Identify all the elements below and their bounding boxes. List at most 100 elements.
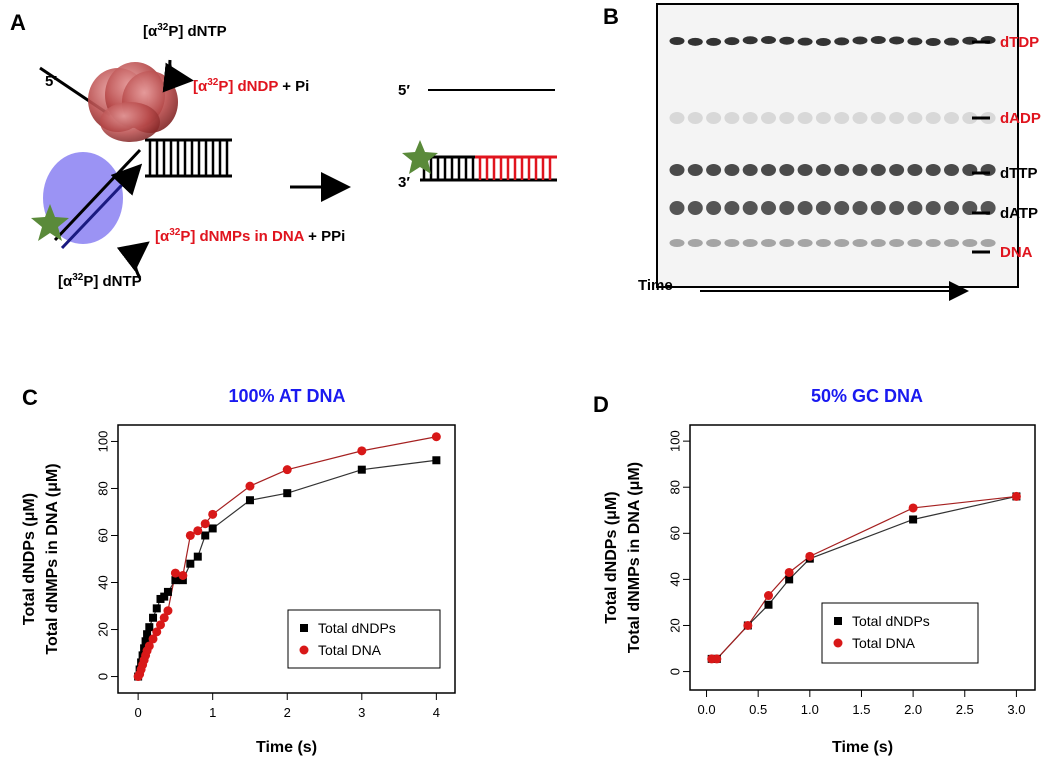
x-tick-label: 3 <box>358 705 365 720</box>
gel-lanes <box>669 36 996 247</box>
panel-letter: B <box>603 4 619 29</box>
point <box>764 591 774 601</box>
product-label: [α32P] dNDP + Pi <box>193 77 309 95</box>
point <box>148 634 158 644</box>
point <box>357 465 366 474</box>
gel-band <box>706 239 722 247</box>
gel-band <box>907 112 923 124</box>
point <box>155 620 165 630</box>
gel-band <box>944 164 959 176</box>
y-axis-label: Total dNMPs in DNA (μM) <box>626 462 643 653</box>
series-line <box>711 495 1017 660</box>
point <box>152 627 162 637</box>
curved-arrow <box>162 59 194 93</box>
legend-label: Total dNDPs <box>318 620 396 636</box>
point <box>805 551 815 561</box>
point <box>144 641 154 651</box>
gel-band <box>944 239 959 247</box>
y-tick-label: 60 <box>667 526 682 540</box>
star <box>31 204 69 241</box>
gel-band <box>870 239 886 247</box>
legend-box <box>821 602 979 664</box>
y-tick-label: 80 <box>667 480 682 494</box>
strand-end: 5′ <box>398 82 410 99</box>
legend-label: Total dNDPs <box>852 613 930 629</box>
gel-band <box>889 239 905 247</box>
point <box>785 575 794 584</box>
gel-band <box>852 239 868 247</box>
gel-band <box>852 36 868 45</box>
gel-band <box>834 201 850 215</box>
band-label: dATP <box>1000 205 1038 222</box>
chart: D 50% GC DNA 0.0 0.5 1.0 1.5 2.0 2.5 3.0 0 20 40 60 8… <box>593 386 1036 756</box>
gel-band <box>724 37 740 46</box>
point <box>141 637 150 646</box>
product-label: [α32P] dNMPs in DNA + PPi <box>155 227 345 245</box>
gel-band <box>962 112 978 124</box>
y-tick-label: 60 <box>95 528 110 542</box>
gel-band <box>870 112 886 124</box>
reagent-label: [α32P] dNTP <box>143 22 227 40</box>
point <box>200 519 210 529</box>
point <box>712 654 722 664</box>
legend-marker <box>833 638 843 648</box>
y-tick-label: 100 <box>667 430 682 452</box>
y-tick-label: 20 <box>667 618 682 632</box>
gel-band <box>962 239 978 247</box>
gel-band <box>870 201 886 215</box>
reagent-label: [α32P] dNTP <box>58 272 142 290</box>
point <box>245 496 254 505</box>
gel-band <box>834 239 850 247</box>
gel-band <box>687 201 703 215</box>
y-tick-label: 80 <box>95 481 110 495</box>
axis-label: Time <box>638 277 673 294</box>
x-tick-label: 0 <box>135 705 142 720</box>
gel-band <box>870 36 886 45</box>
gel-band <box>706 37 722 46</box>
base-pairs <box>148 140 229 176</box>
panel-b: B dTDP dADP dTTP dATP DNA Time <box>603 3 1041 301</box>
gel-band <box>925 164 941 176</box>
point <box>764 600 773 609</box>
curved-arrow <box>116 241 150 279</box>
gel-band <box>724 164 740 176</box>
plot-frame <box>117 424 456 694</box>
strand-end: 3′ <box>398 174 410 191</box>
gel-band <box>815 239 831 247</box>
legend-marker <box>299 645 309 655</box>
gel-band <box>852 112 868 124</box>
gel-band <box>797 201 813 215</box>
gel-band <box>815 201 831 215</box>
gel-band <box>944 112 959 124</box>
band-label: dADP <box>1000 110 1041 127</box>
y-tick-label: 40 <box>667 572 682 586</box>
point <box>208 524 217 533</box>
point <box>357 446 367 456</box>
gel-band <box>980 239 996 247</box>
y-axis-label: Total dNMPs in DNA (μM) <box>44 463 61 654</box>
x-tick-label: 2.0 <box>904 702 922 717</box>
x-tick-label: 1.0 <box>801 702 819 717</box>
x-tick-label: 1.5 <box>852 702 870 717</box>
gel-band <box>761 36 776 45</box>
band-label: DNA <box>1000 244 1033 261</box>
x-tick-label: 0.0 <box>697 702 715 717</box>
primer-arrow <box>60 163 143 250</box>
point <box>193 526 203 536</box>
legend-box <box>287 609 441 669</box>
gel <box>656 3 1019 288</box>
y-tick-label: 40 <box>95 575 110 589</box>
gel-band <box>761 164 776 176</box>
point <box>186 559 195 568</box>
gel-band <box>779 201 795 215</box>
gel-band <box>925 37 941 46</box>
gel-band <box>944 37 959 46</box>
x-tick-label: 1 <box>209 705 216 720</box>
gel-band <box>852 164 868 176</box>
gel-band <box>907 201 923 215</box>
gel-band <box>742 112 758 124</box>
gel-band <box>687 164 703 176</box>
panel-letter: D <box>593 392 609 417</box>
gel-band <box>834 112 850 124</box>
point <box>431 432 441 442</box>
